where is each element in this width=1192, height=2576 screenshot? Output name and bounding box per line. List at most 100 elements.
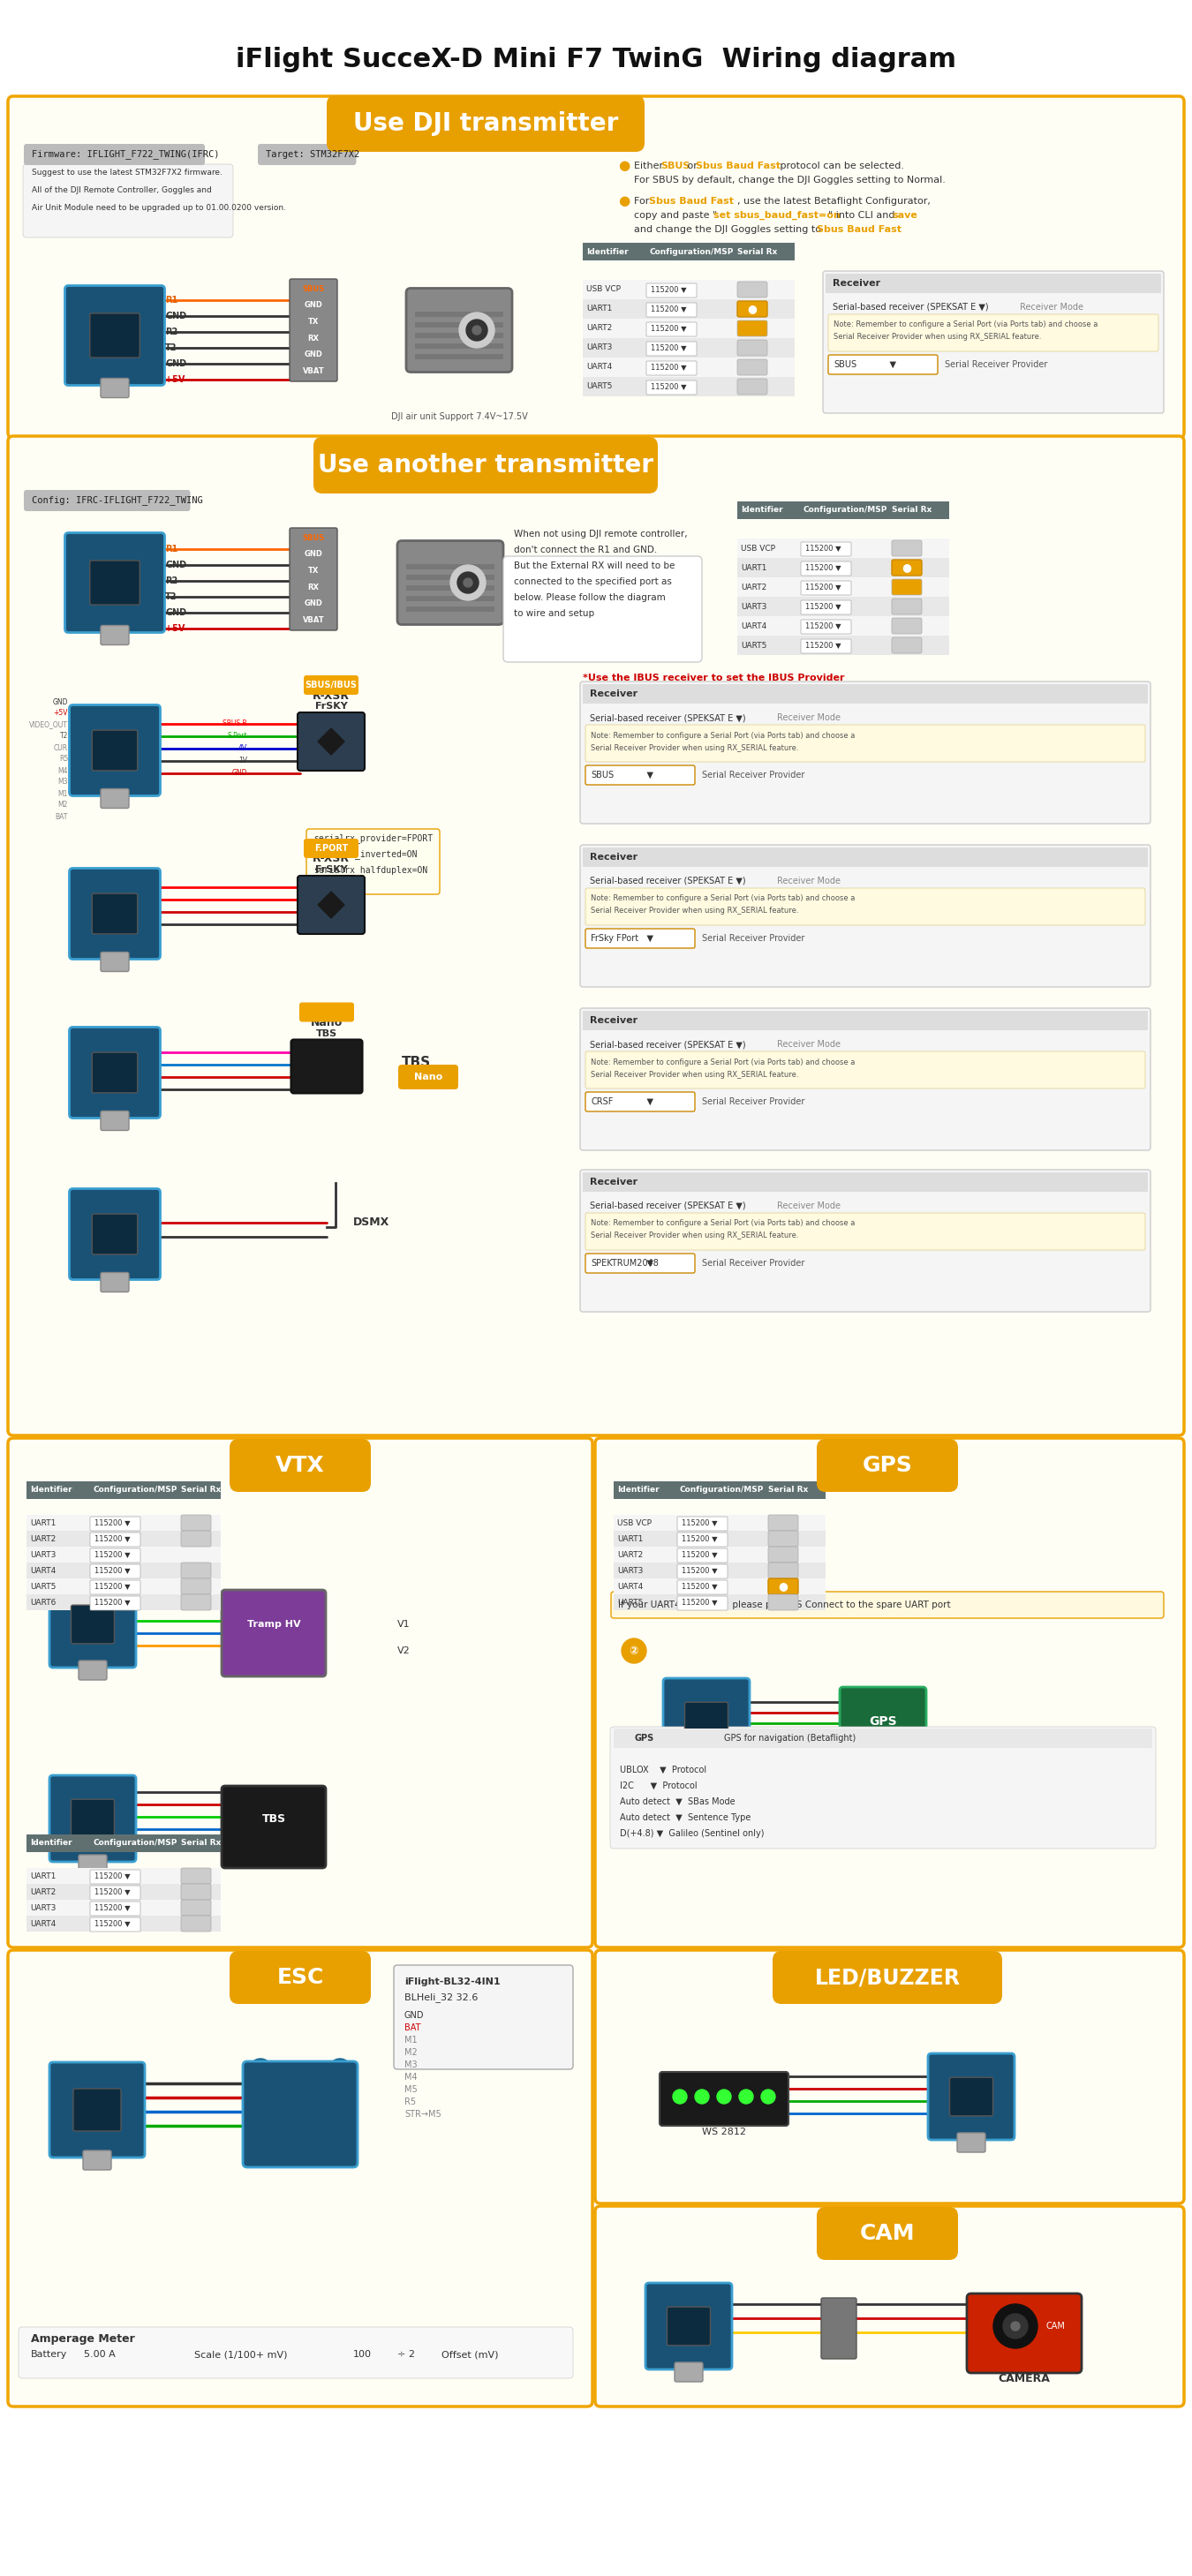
Text: ▼: ▼: [591, 935, 653, 943]
FancyBboxPatch shape: [801, 541, 851, 556]
Text: ESC: ESC: [277, 1968, 324, 1989]
Text: When not using DJI remote controller,: When not using DJI remote controller,: [514, 531, 688, 538]
Text: Serial-based receiver (SPEKSAT E ▼): Serial-based receiver (SPEKSAT E ▼): [590, 876, 746, 886]
Circle shape: [112, 1584, 134, 1605]
FancyBboxPatch shape: [581, 683, 1150, 824]
FancyBboxPatch shape: [291, 1041, 362, 1092]
FancyBboxPatch shape: [64, 533, 164, 634]
Bar: [26, 1546, 221, 1564]
Bar: [614, 1530, 826, 1546]
Circle shape: [1011, 2321, 1020, 2331]
Text: copy and paste ": copy and paste ": [634, 211, 720, 219]
FancyBboxPatch shape: [738, 281, 768, 296]
Text: UART6: UART6: [30, 1597, 56, 1607]
Text: CRSF: CRSF: [591, 1097, 613, 1105]
Text: R-XSR: R-XSR: [312, 690, 349, 701]
Bar: [614, 1515, 826, 1530]
FancyBboxPatch shape: [181, 1917, 211, 1932]
Text: ②: ②: [629, 1646, 639, 1656]
FancyBboxPatch shape: [69, 1028, 160, 1118]
Bar: [614, 1564, 826, 1579]
Circle shape: [459, 312, 495, 348]
Text: Use another transmitter: Use another transmitter: [318, 453, 653, 477]
Text: 115200 ▼: 115200 ▼: [94, 1597, 130, 1607]
Text: +5V: +5V: [166, 623, 185, 634]
FancyBboxPatch shape: [646, 304, 696, 317]
Circle shape: [1002, 2313, 1028, 2339]
Text: and change the DJI Goggles setting to: and change the DJI Goggles setting to: [634, 224, 824, 234]
Circle shape: [68, 605, 92, 631]
Bar: [614, 1481, 826, 1499]
FancyBboxPatch shape: [611, 1592, 1163, 1618]
Text: 115200 ▼: 115200 ▼: [94, 1904, 130, 1911]
FancyBboxPatch shape: [8, 435, 1184, 1435]
FancyBboxPatch shape: [892, 559, 921, 574]
Text: VIDEO_OUT: VIDEO_OUT: [30, 721, 68, 729]
Text: VBAT: VBAT: [303, 368, 324, 376]
Circle shape: [991, 2056, 1012, 2076]
Circle shape: [136, 871, 157, 894]
Circle shape: [621, 1638, 646, 1664]
FancyBboxPatch shape: [738, 379, 768, 394]
Text: UART3: UART3: [30, 1551, 56, 1558]
FancyBboxPatch shape: [585, 765, 695, 786]
FancyBboxPatch shape: [768, 1595, 799, 1610]
FancyBboxPatch shape: [24, 489, 191, 510]
Bar: [415, 322, 503, 327]
Text: SBUS: SBUS: [303, 533, 324, 541]
FancyBboxPatch shape: [677, 1548, 727, 1564]
Bar: [583, 685, 1148, 703]
Text: below. Please follow the diagram: below. Please follow the diagram: [514, 592, 665, 603]
Circle shape: [136, 770, 157, 793]
Text: LED/BUZZER: LED/BUZZER: [814, 1968, 961, 1989]
Circle shape: [68, 536, 92, 559]
Text: UART2: UART2: [740, 582, 766, 590]
Text: " into CLI and: " into CLI and: [828, 211, 898, 219]
FancyBboxPatch shape: [83, 2151, 111, 2169]
Text: M5: M5: [404, 2084, 417, 2094]
Text: RX: RX: [308, 335, 319, 343]
FancyBboxPatch shape: [738, 340, 768, 355]
Text: DSMX: DSMX: [353, 1216, 390, 1229]
Bar: [406, 574, 495, 580]
Text: GND: GND: [304, 551, 323, 559]
Text: R1: R1: [166, 296, 178, 304]
Bar: [26, 1595, 221, 1610]
FancyBboxPatch shape: [677, 1517, 727, 1530]
Text: Receiver Mode: Receiver Mode: [777, 1041, 840, 1048]
Bar: [406, 564, 495, 569]
FancyBboxPatch shape: [892, 618, 921, 634]
Text: 115200 ▼: 115200 ▼: [94, 1888, 130, 1896]
Text: Note: Remember to configure a Serial Port (via Ports tab) and choose a: Note: Remember to configure a Serial Por…: [591, 894, 855, 902]
Text: 1V: 1V: [238, 757, 247, 765]
Text: GND: GND: [304, 350, 323, 358]
Bar: [26, 1481, 221, 1499]
FancyBboxPatch shape: [313, 438, 658, 495]
FancyBboxPatch shape: [585, 1213, 1146, 1249]
FancyBboxPatch shape: [290, 278, 337, 381]
Text: 115200 ▼: 115200 ▼: [682, 1551, 718, 1558]
Text: Configuration/MSP: Configuration/MSP: [93, 1839, 176, 1847]
Circle shape: [666, 1682, 687, 1703]
Text: Tramp HV: Tramp HV: [247, 1620, 300, 1628]
Text: Serial Rx: Serial Rx: [181, 1839, 221, 1847]
Text: Receiver: Receiver: [590, 853, 638, 860]
FancyBboxPatch shape: [677, 1533, 727, 1546]
Text: Identifier: Identifier: [30, 1486, 72, 1494]
FancyBboxPatch shape: [822, 270, 1163, 412]
Text: 5.00 A: 5.00 A: [83, 2349, 116, 2360]
Text: M3: M3: [58, 778, 68, 786]
FancyBboxPatch shape: [299, 1002, 354, 1023]
Text: Amperage Meter: Amperage Meter: [31, 2334, 135, 2344]
FancyBboxPatch shape: [929, 2053, 1014, 2141]
Bar: [583, 376, 795, 397]
Circle shape: [138, 358, 162, 384]
Polygon shape: [318, 891, 344, 917]
Text: Serial Rx: Serial Rx: [768, 1486, 808, 1494]
FancyBboxPatch shape: [91, 1901, 141, 1917]
Bar: [614, 1728, 1153, 1749]
Text: 115200 ▼: 115200 ▼: [94, 1873, 130, 1880]
Text: iFlight SucceX-D Mini F7 TwinG  Wiring diagram: iFlight SucceX-D Mini F7 TwinG Wiring di…: [236, 46, 956, 72]
FancyBboxPatch shape: [768, 1546, 799, 1564]
Bar: [614, 1595, 826, 1610]
